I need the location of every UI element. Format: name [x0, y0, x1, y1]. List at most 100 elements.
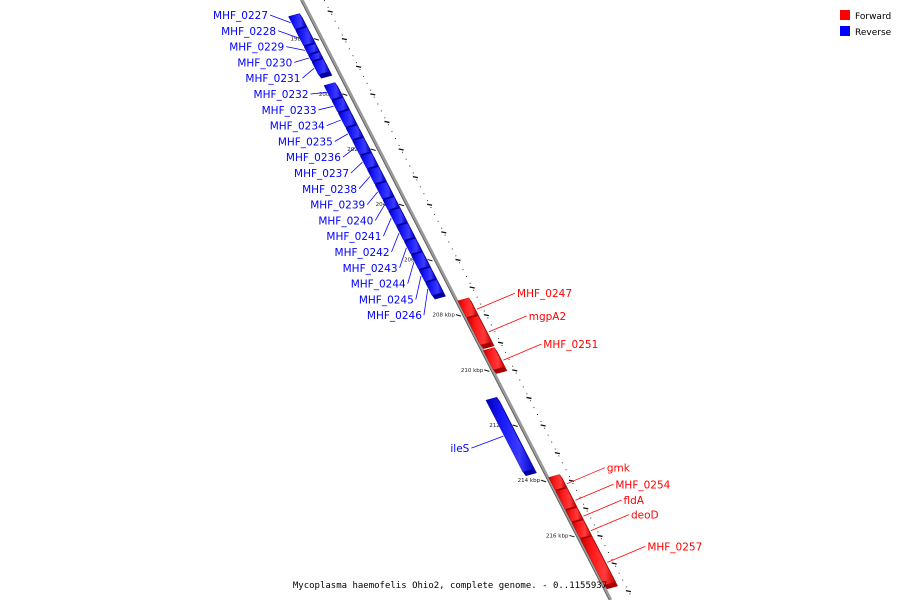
- gene-side-face: [496, 397, 537, 473]
- track-dot: [476, 296, 478, 298]
- gene-block[interactable]: [295, 27, 318, 50]
- tick-mark: [342, 93, 348, 96]
- gene-block[interactable]: [311, 58, 333, 79]
- tick-mark: [540, 479, 547, 483]
- track-dot: [547, 434, 549, 436]
- gene-side-face: [566, 488, 579, 511]
- gene-label[interactable]: MHF_0227: [213, 10, 268, 22]
- track-dash: [625, 590, 632, 593]
- gene-leader-line: [342, 147, 356, 158]
- gene-block[interactable]: [466, 315, 495, 349]
- track-dot: [373, 96, 375, 98]
- track-dot: [391, 131, 393, 133]
- gene-label[interactable]: MHF_0238: [302, 184, 357, 196]
- gene-label[interactable]: MHF_0242: [335, 247, 390, 259]
- gene-side-face: [494, 347, 508, 371]
- track-dot: [359, 69, 361, 70]
- gene-block[interactable]: [580, 536, 619, 590]
- tick-mark: [569, 534, 575, 538]
- track-dot: [327, 6, 329, 8]
- gene-label[interactable]: MHF_0257: [647, 541, 702, 553]
- track-dash: [540, 424, 546, 427]
- gene-leader-line: [302, 68, 315, 79]
- track-dash: [355, 65, 362, 68]
- gene-leader-line: [407, 262, 415, 284]
- gene-bottom-face: [480, 342, 495, 349]
- tick-label: 216 kbp: [546, 533, 569, 539]
- gene-label[interactable]: MHF_0230: [237, 57, 292, 69]
- track-dot: [409, 165, 411, 167]
- gene-label[interactable]: MHF_0228: [221, 26, 276, 38]
- gene-side-face: [422, 252, 433, 271]
- gene-side-face: [468, 297, 481, 319]
- gene-label[interactable]: mgpA2: [529, 311, 566, 323]
- map-caption: Mycoplasma haemofelis Ohio2, complete ge…: [293, 581, 607, 591]
- gene-block[interactable]: [483, 347, 508, 374]
- gene-side-face: [315, 43, 322, 55]
- gene-label[interactable]: ileS: [450, 443, 469, 455]
- gene-side-face: [436, 279, 446, 297]
- track-dot: [512, 365, 514, 367]
- track-dot: [331, 13, 333, 15]
- gene-label[interactable]: MHF_0236: [286, 152, 341, 164]
- tick-mark: [455, 314, 462, 317]
- track-dash: [341, 38, 348, 41]
- gene-label[interactable]: MHF_0229: [229, 42, 284, 54]
- track-dot: [338, 27, 340, 29]
- track-dot: [355, 62, 357, 64]
- gene-label[interactable]: MHF_0246: [367, 310, 422, 322]
- gene-block[interactable]: [485, 396, 537, 476]
- track-dot: [576, 489, 578, 491]
- track-dot: [345, 41, 347, 43]
- tick-mark: [427, 258, 433, 262]
- gene-leader-line: [269, 14, 291, 24]
- gene-label[interactable]: deoD: [631, 510, 659, 522]
- gene-side-face: [430, 267, 439, 283]
- track-dot: [590, 517, 592, 519]
- gene-leader-line: [318, 105, 334, 111]
- gene-label[interactable]: gmk: [607, 463, 631, 475]
- gene-leader-line: [423, 289, 429, 316]
- legend-reverse-swatch: [840, 26, 850, 36]
- gene-leader-line: [590, 514, 630, 531]
- gene-label[interactable]: MHF_0234: [270, 121, 325, 133]
- track-dash: [483, 314, 490, 317]
- backbone-edge: [300, 0, 610, 600]
- gene-label[interactable]: fldA: [624, 495, 645, 507]
- gene-label[interactable]: MHF_0244: [351, 279, 406, 291]
- gene-block[interactable]: [425, 279, 446, 300]
- gene-side-face: [342, 97, 352, 113]
- track-dot: [366, 82, 368, 84]
- gene-front-face: [288, 13, 307, 30]
- track-dot: [497, 338, 499, 340]
- gene-label[interactable]: MHF_0247: [517, 288, 572, 300]
- gene-label[interactable]: MHF_0235: [278, 136, 333, 148]
- gene-label[interactable]: MHF_0232: [254, 89, 309, 101]
- gene-label[interactable]: MHF_0245: [359, 294, 414, 306]
- gene-front-face: [425, 279, 444, 296]
- track-dot: [395, 138, 396, 139]
- gene-label[interactable]: MHF_0243: [343, 263, 398, 275]
- track-dot: [466, 276, 467, 277]
- track-dot: [448, 241, 450, 243]
- gene-bottom-face: [431, 292, 446, 300]
- gene-label[interactable]: MHF_0254: [615, 479, 670, 491]
- gene-label[interactable]: MHF_0233: [262, 105, 317, 117]
- gene-label[interactable]: MHF_0251: [543, 339, 598, 351]
- gene-side-face: [363, 137, 374, 156]
- gene-label[interactable]: MHF_0241: [326, 231, 381, 243]
- gene-leader-line: [366, 191, 378, 205]
- gene-label[interactable]: MHF_0239: [310, 200, 365, 212]
- track-dot: [529, 400, 531, 402]
- gene-side-face: [335, 82, 346, 101]
- gene-leader-line: [583, 499, 622, 517]
- gene-front-face: [403, 238, 422, 255]
- gene-side-face: [378, 166, 389, 185]
- gene-leader-line: [415, 275, 422, 300]
- track-dot: [611, 558, 613, 560]
- track-dot: [398, 144, 400, 146]
- gene-label[interactable]: MHF_0240: [318, 215, 373, 227]
- gene-label[interactable]: MHF_0231: [245, 73, 300, 85]
- gene-label[interactable]: MHF_0237: [294, 168, 349, 180]
- gene-leader-line: [476, 292, 516, 310]
